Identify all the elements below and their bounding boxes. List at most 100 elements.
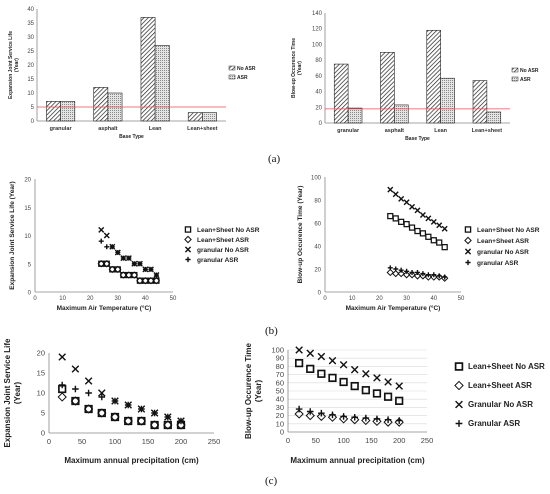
chart-c2-point-lean-sheet-asr [305,410,315,421]
chart-a1-category-label: Lean [149,126,162,132]
chart-b1-point-granular-no-asr [98,226,105,233]
chart-b1-point-lean-sheet-asr [147,276,155,285]
chart-c1-point-lean-sheet-asr [163,420,173,430]
chart-b1-ytick-label: 15 [24,206,31,212]
chart-c2-ytick-label: 50 [276,387,284,396]
chart-c2-point-granular-no-asr [306,349,315,358]
chart-b2-point-lean-sheet-asr [408,271,416,279]
chart-c1-point-granular-asr [164,413,172,421]
chart-b2-legend-marker [464,226,472,233]
chart-c2-point-granular-asr [362,414,370,422]
chart-a1-legend-swatch [228,65,236,71]
chart-a1-bar-asr [202,112,217,122]
chart-c2-xtick-label: 150 [365,436,378,445]
chart-c2-ytick-label: 0 [280,428,284,437]
chart-c2-xtick-label: 0 [286,436,290,445]
chart-b1-point-granular-asr [126,255,132,261]
chart-b1-xtick-label: 50 [170,296,177,302]
chart-a1-bar-no-asr [93,87,109,122]
chart-c2-ytick-label: 60 [276,378,284,387]
chart-a2-legend-label: ASR [520,77,531,83]
chart-b1-ytick-label: 5 [28,262,32,268]
chart-c1-x-axis-title: Maximum annual precipitation (cm) [64,456,199,465]
chart-c2-point-granular-no-asr [350,365,359,374]
chart-b1-ytick-label: 20 [24,178,31,184]
chart-a2-bar-no-asr [426,29,441,124]
chart-a2-bar-no-asr [472,80,488,124]
chart-c2-point-granular-asr [329,411,336,419]
chart-c2-point-lean-sheet-asr [294,409,304,419]
chart-b2-point-lean-sheet-asr [424,273,433,281]
chart-b1-point-granular-asr [148,266,154,272]
chart-c2-point-granular-no-asr [373,374,381,382]
chart-b1-ytick-label: 0 [28,291,32,297]
chart-b1-point-lean-sheet-asr [152,276,161,285]
chart-c2-xtick-label: 250 [421,436,434,445]
chart-b1-point-lean-sheet-asr [130,271,139,279]
chart-a2-ytick-label: 120 [312,27,323,33]
chart-b2-point-granular-no-asr [387,186,394,193]
chart-b2-point-granular-asr [398,267,404,273]
chart-c1-xtick-label: 150 [142,437,155,446]
chart-c1-ytick-label: 15 [37,369,45,378]
chart-b2-ytick-label: 40 [314,245,321,251]
chart-b1-xtick-label: 0 [33,296,37,302]
chart-c1-point-lean-sheet-asr [97,408,107,418]
chart-c2-point-lean-sheet-asr [361,415,371,426]
chart-c2-xtick-label: 50 [312,436,320,445]
chart-b2-legend-label: granular ASR [477,260,519,267]
chart-b1-legend-label: granular No ASR [197,247,249,254]
chart-a1-y-axis-title: Expansion Joint Service Life(Year) [8,31,20,99]
chart-b2-point-lean-sheet-asr [419,272,427,280]
chart-a1-ytick-label: 0 [31,119,35,125]
chart-c2-legend-marker [454,380,464,391]
chart-a2-x-axis-title: Base Type [405,136,430,142]
chart-b2-point-lean-sheet-no-asr [408,224,416,231]
chart-a2-category-label: asphalt [385,128,404,134]
chart-b2-ytick-label: 80 [314,199,321,205]
chart-b2-point-granular-no-asr [398,195,405,202]
chart-b1-legend-marker [184,235,192,244]
chart-c2-point-granular-asr [384,416,392,423]
chart-b1-point-lean-sheet-asr [136,276,144,285]
chart-b1-legend-label: granular ASR [197,257,239,264]
chart-b1-point-granular-asr [137,261,143,267]
chart-c2-ytick-label: 20 [276,411,284,420]
chart-b2-point-lean-sheet-no-asr [430,237,437,244]
chart-c2-point-lean-sheet-asr [338,414,349,424]
chart-a2-category-label: Lean [434,128,447,134]
chart-c1-point-granular-asr [124,401,132,409]
chart-a2-bar-asr [440,77,455,124]
chart-a1-legend-swatch [228,74,236,80]
chart-a2-legend-swatch [511,76,519,82]
chart-c1-point-lean-sheet-asr [149,420,160,430]
chart-b2-point-lean-sheet-no-asr [398,218,405,225]
panel-label-c: (c) [265,475,278,487]
chart-c2-point-lean-sheet-no-asr [361,386,370,395]
chart-c2-point-granular-no-asr [328,356,337,365]
chart-b2-point-granular-asr [442,274,448,280]
chart-c2-legend-label: Granular No ASR [468,400,533,409]
chart-c1-point-lean-sheet-asr [110,412,120,422]
chart-b2-x-axis-title: Maximum Air Temperature (°C) [346,304,441,312]
chart-a1-bar-asr [60,101,76,122]
chart-b2-point-granular-no-asr [414,207,421,214]
chart-a2-y-axis-title: Blow-up Occurence Time(Year) [291,38,303,98]
chart-a2-ytick-label: 60 [315,74,322,80]
chart-c2-point-granular-no-asr [384,378,392,386]
chart-b1-y-axis-title: Expansion Joint Service Life (Year) [9,181,16,289]
chart-a1-category-label: Lean+sheet [187,126,218,132]
chart-a2-bar-asr [347,107,363,124]
chart-b1-legend-label: Lean+Sheet No ASR [197,227,260,234]
chart-c2-point-granular-asr [351,413,359,421]
chart-b2-point-granular-no-asr [436,222,443,229]
chart-c2-ytick-label: 40 [276,395,284,404]
chart-c1-xtick-label: 250 [208,437,221,446]
chart-a1-category-label: asphalt [98,126,117,132]
chart-c2-ytick-label: 70 [276,370,284,379]
chart-c1-point-granular-no-asr [98,389,106,397]
chart-a1-ytick-label: 10 [27,91,34,97]
